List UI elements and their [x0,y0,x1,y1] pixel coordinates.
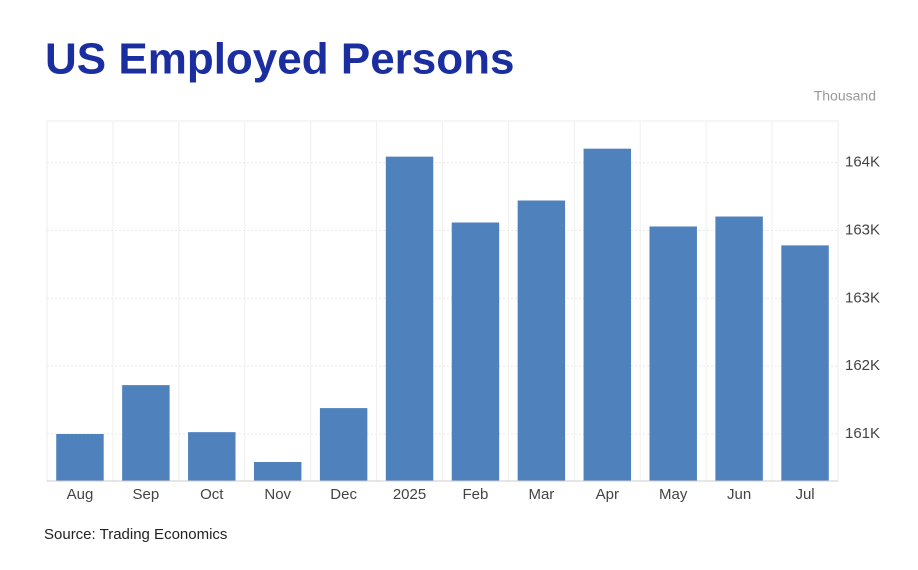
bar [188,432,236,481]
x-tick-label: Feb [463,486,489,503]
bar [781,245,829,481]
x-tick-label: Dec [330,486,357,503]
bar [253,462,302,481]
source: Source: Trading Economics [44,526,227,543]
y-tick-label: 163K [845,289,880,306]
y-tick-label: 162K [845,357,880,374]
bar [56,433,104,481]
x-tick-label: Aug [67,486,94,503]
x-tick-label: Sep [133,486,160,503]
y-tick-label: 161K [845,425,880,442]
y-tick-label: 163K [845,221,880,238]
x-tick-label: Jul [795,486,814,503]
bar [583,148,632,481]
bar [122,385,170,481]
bar [517,200,566,481]
x-tick-label: Nov [264,486,291,503]
x-tick-label: Oct [200,486,224,503]
x-tick-label: Mar [528,486,554,503]
x-tick-label: Jun [727,486,751,503]
x-tick-label: 2025 [393,486,426,503]
bar [715,216,763,482]
bar [451,222,500,482]
bar [319,408,368,481]
unit-label: Thousand [814,88,876,104]
x-tick-label: May [659,486,688,503]
y-tick-label: 164K [845,154,880,171]
bar [649,226,697,481]
chart-title: US Employed Persons [45,35,514,84]
bar [385,156,434,481]
x-tick-label: Apr [596,486,619,503]
